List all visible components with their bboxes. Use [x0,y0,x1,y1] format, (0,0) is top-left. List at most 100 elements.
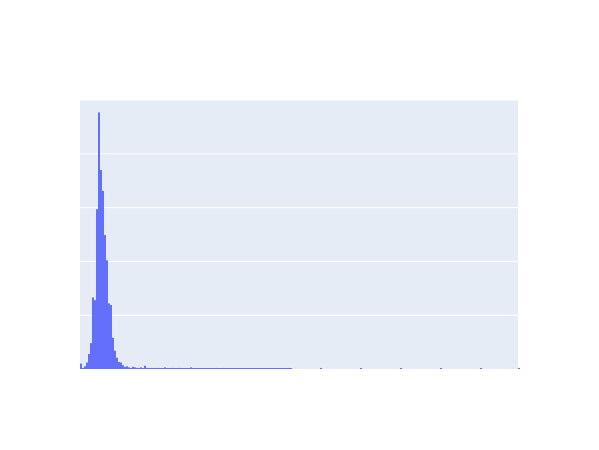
histogram-bar-1 [82,367,84,369]
histogram-bar-104 [288,367,290,369]
histogram-bar-111 [518,367,520,369]
histogram-bar-68 [216,367,218,369]
histogram-bar-101 [282,368,284,369]
histogram-bar-38 [156,368,158,369]
histogram-bar-15 [110,304,112,369]
histogram-bar-109 [440,368,442,369]
histogram-bar-62 [204,368,206,369]
histogram-bar-100 [280,368,282,369]
histogram-bar-12 [104,235,106,369]
histogram-bar-107 [360,368,362,369]
histogram-bar-69 [218,368,220,369]
histogram-bar-90 [260,368,262,369]
histogram-bar-105 [290,368,292,369]
histogram-bar-91 [262,368,264,369]
histogram-bar-86 [252,368,254,369]
histogram-bar-59 [198,368,200,369]
histogram-bar-63 [206,368,208,369]
histogram-bar-103 [286,368,288,369]
histogram-bar-34 [148,368,150,369]
histogram-bar-45 [170,368,172,369]
histogram-bar-110 [480,368,482,369]
gridlines [80,99,518,316]
histogram-bar-30 [140,367,142,369]
histogram-bar-98 [276,368,278,369]
histogram-bar-60 [200,368,202,369]
histogram-bar-75 [230,368,232,369]
histogram-bar-99 [278,368,280,369]
histogram-bar-22 [124,366,126,369]
histogram-bar-82 [244,368,246,369]
histogram-bar-51 [182,368,184,369]
histogram-bar-7 [94,300,96,369]
histogram-bar-54 [188,368,190,369]
histogram-bar-4 [88,353,90,369]
histogram-bar-76 [232,368,234,369]
bars [80,112,520,370]
histogram-bar-84 [248,368,250,369]
histogram-bar-26 [132,366,134,369]
histogram-bar-35 [150,367,152,369]
histogram-bar-96 [272,368,274,369]
histogram-bar-33 [146,367,148,369]
histogram-bar-42 [164,367,166,369]
histogram-bar-14 [108,303,110,369]
histogram-bar-2 [84,366,86,369]
histogram-bar-74 [228,368,230,369]
histogram-bar-46 [172,367,174,369]
histogram-bar-43 [166,368,168,369]
histogram-bar-81 [242,368,244,369]
histogram-bar-10 [100,169,102,369]
histogram-bar-78 [236,368,238,369]
histogram-bar-66 [212,368,214,369]
histogram-bar-94 [268,368,270,369]
histogram-bar-53 [186,368,188,369]
histogram-bar-89 [258,368,260,369]
histogram-bar-95 [270,368,272,369]
histogram-bar-31 [142,368,144,369]
histogram-bar-50 [180,368,182,369]
histogram-bar-36 [152,368,154,369]
plot-background [80,100,518,369]
histogram-bar-27 [134,367,136,369]
histogram-bar-87 [254,368,256,369]
histogram-bar-57 [194,368,196,369]
histogram-bar-8 [96,209,98,369]
histogram-bar-18 [116,357,118,369]
histogram-bar-6 [92,297,94,369]
histogram-bar-21 [122,365,124,369]
histogram-bar-47 [174,368,176,369]
histogram-bar-55 [190,367,192,369]
histogram-bar-11 [102,190,104,369]
histogram-bar-40 [160,368,162,369]
histogram-bar-24 [128,367,130,369]
histogram-bar-56 [192,368,194,369]
histogram-bar-16 [112,337,114,369]
histogram-bar-52 [184,368,186,369]
histogram-bar-25 [130,367,132,369]
histogram-bar-13 [106,260,108,369]
histogram-bar-72 [224,368,226,369]
histogram-bar-44 [168,368,170,369]
histogram-bar-49 [178,367,180,369]
histogram-bar-0 [80,363,82,369]
histogram-bar-64 [208,368,210,369]
histogram-bar-41 [162,368,164,369]
histogram-bar-71 [222,368,224,369]
histogram-bar-3 [86,362,88,369]
histogram-bar-5 [90,343,92,369]
histogram-bar-61 [202,368,204,369]
histogram-bar-19 [118,362,120,369]
histogram-bar-88 [256,368,258,369]
histogram-bar-77 [234,368,236,369]
histogram-bar-79 [238,368,240,369]
histogram-bar-93 [266,368,268,369]
histogram-bar-108 [400,368,402,369]
histogram-bar-106 [320,367,322,369]
histogram-bar-23 [126,366,128,369]
histogram-bar-92 [264,368,266,369]
histogram-bar-85 [250,368,252,369]
histogram-bar-83 [246,368,248,369]
